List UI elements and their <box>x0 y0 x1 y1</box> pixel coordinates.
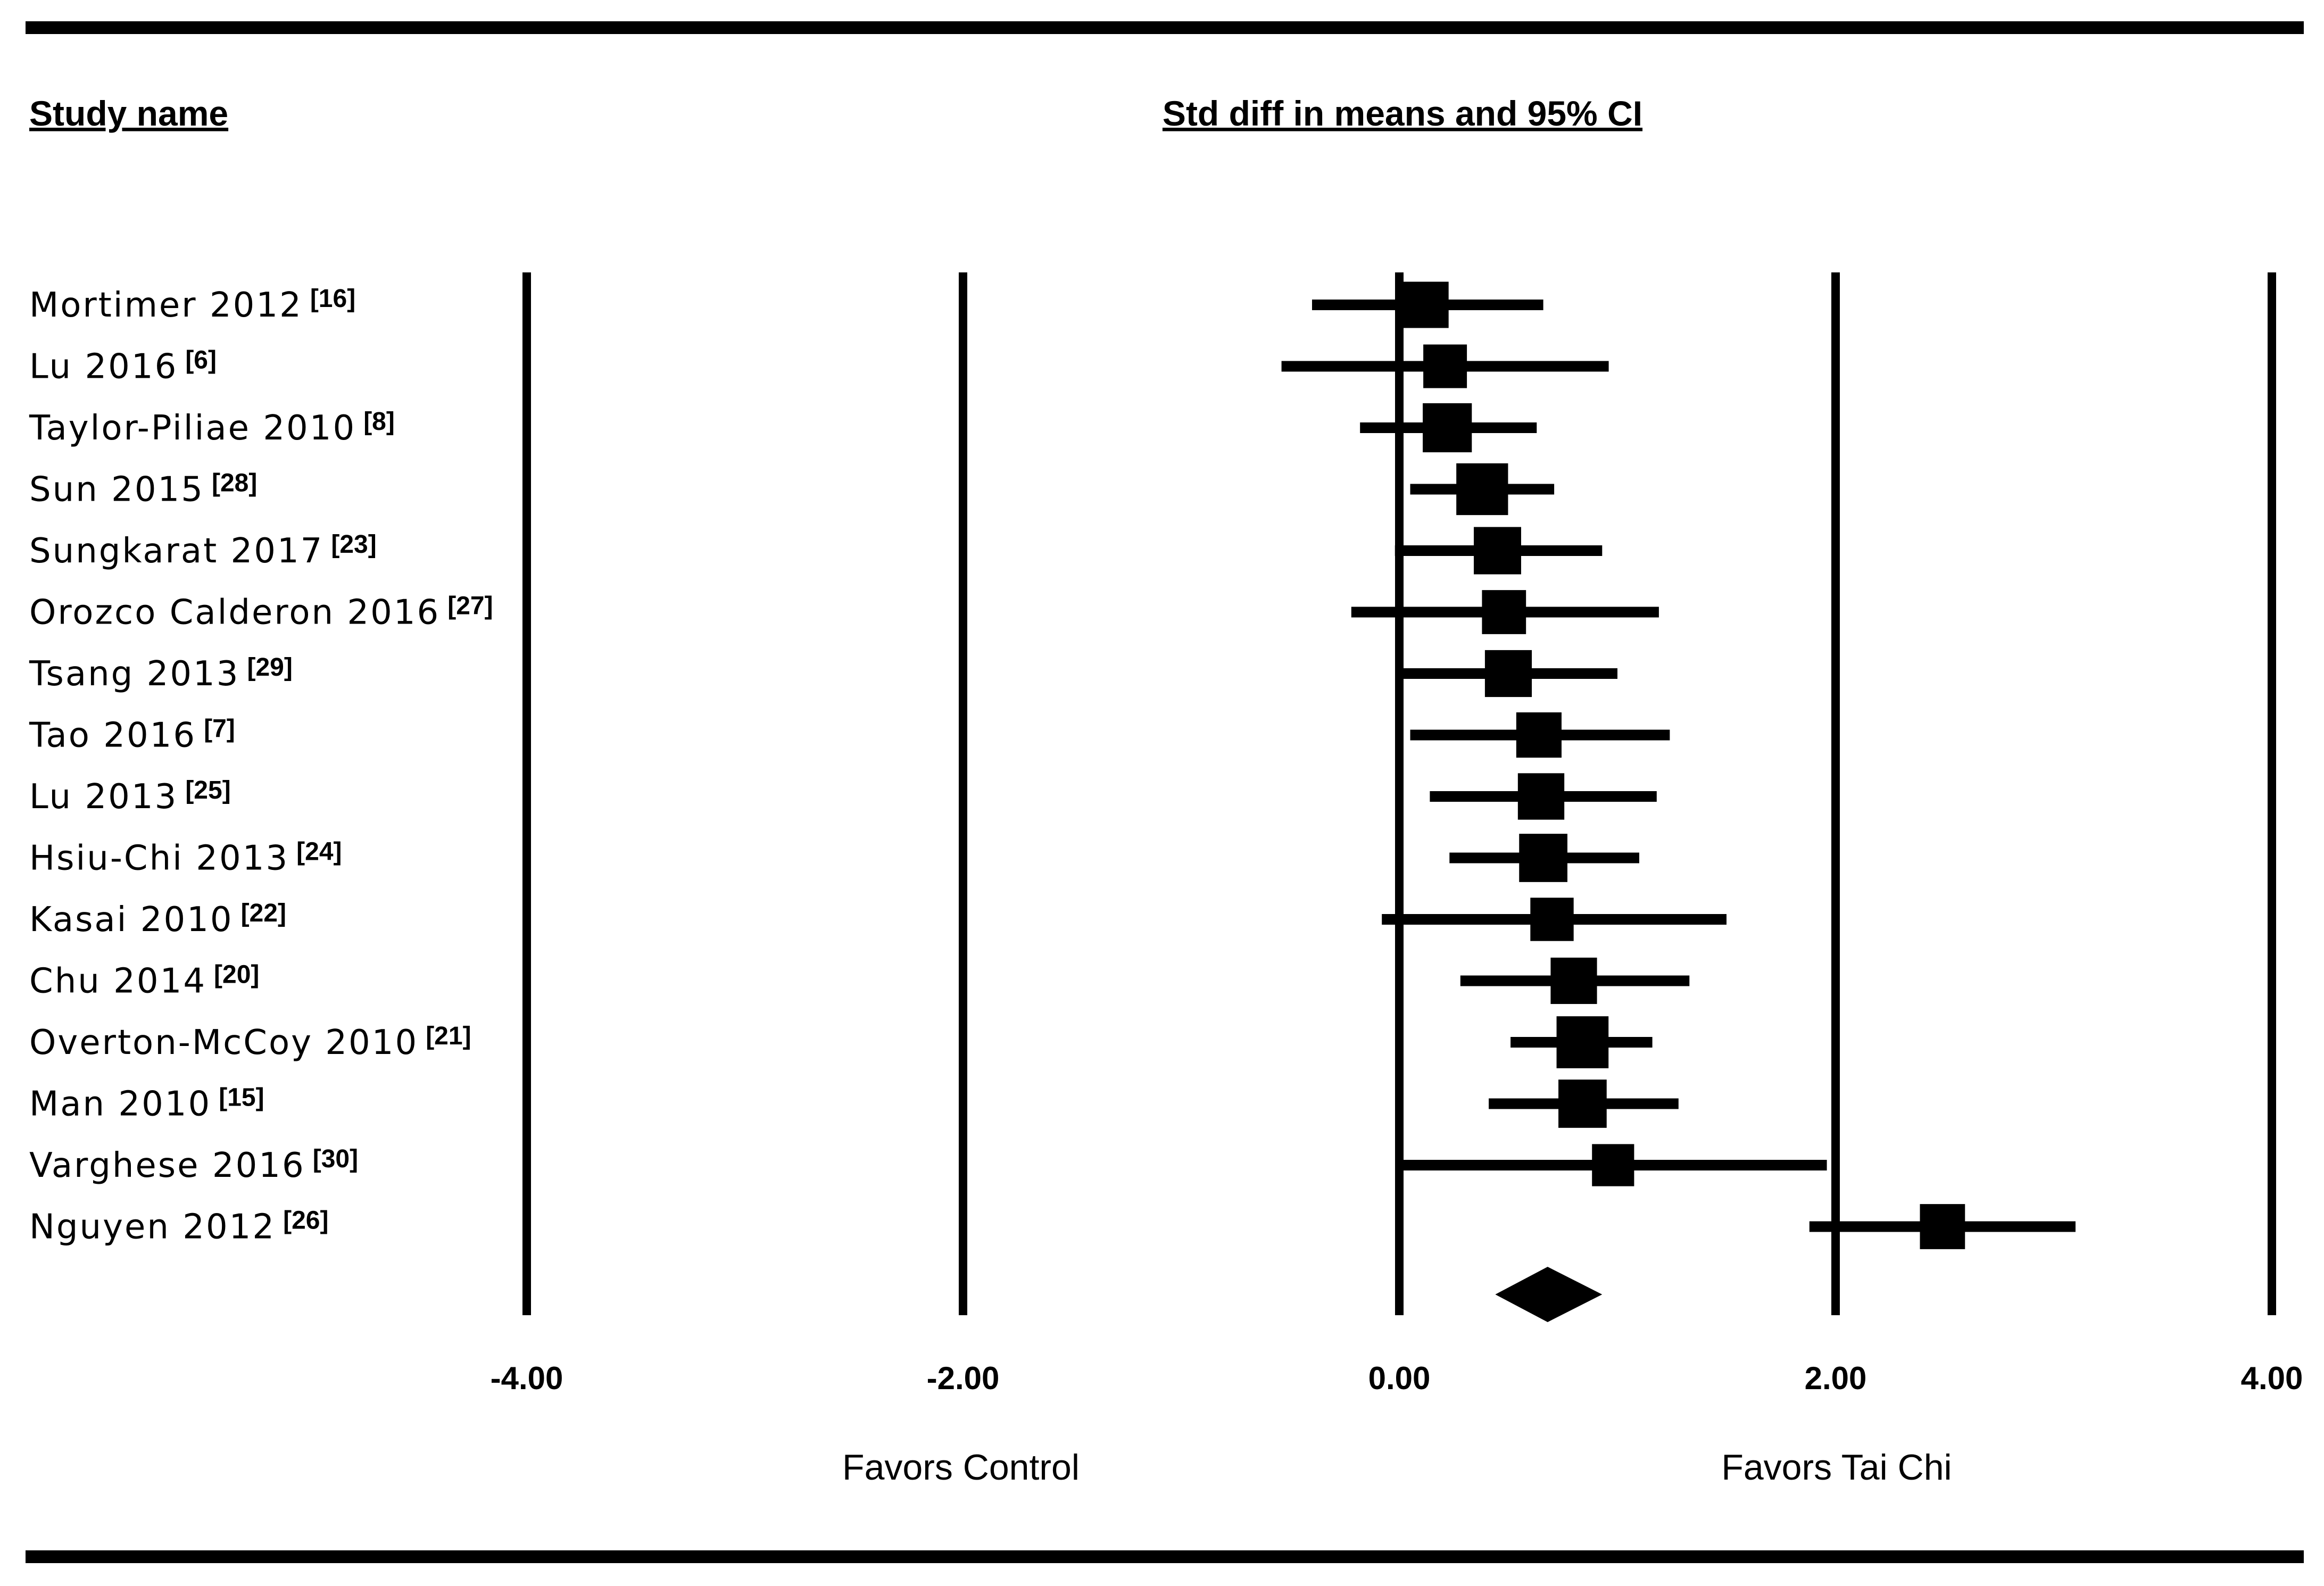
point-estimate <box>1556 1016 1609 1068</box>
study-row: Tao 2016 [7] <box>29 712 1670 758</box>
point-estimate <box>1920 1204 1965 1249</box>
point-estimate <box>1456 463 1508 516</box>
study-reference: [21] <box>426 1022 471 1050</box>
study-label: Man 2010 <box>29 1085 211 1124</box>
reference-line <box>1395 272 1404 1315</box>
study-reference: [24] <box>296 838 342 866</box>
study-row: Sungkarat 2017 [23] <box>29 527 1603 575</box>
study-reference: [6] <box>185 346 217 375</box>
favors-tai-chi-label: Favors Tai Chi <box>1721 1447 1952 1488</box>
study-row: Varghese 2016 [30] <box>29 1144 1827 1186</box>
study-label: Overton-McCoy 2010 <box>29 1023 418 1062</box>
study-row: Orozco Calderon 2016 [27] <box>29 590 1659 634</box>
study-name-header: Study name <box>29 94 228 133</box>
point-estimate <box>1530 898 1574 941</box>
study-row: Lu 2016 [6] <box>29 344 1609 388</box>
study-row: Nguyen 2012 [26] <box>29 1204 2076 1249</box>
study-label: Tsang 2013 <box>29 654 239 694</box>
study-label: Hsiu-Chi 2013 <box>29 839 289 878</box>
study-label: Orozco Calderon 2016 <box>29 593 440 633</box>
effect-size-header: Std diff in means and 95% CI <box>1163 94 1642 133</box>
reference-lines <box>522 272 2276 1315</box>
study-reference: [23] <box>331 530 376 559</box>
point-estimate <box>1484 650 1532 697</box>
point-estimate <box>1550 957 1597 1004</box>
x-tick-label: 2.00 <box>1805 1360 1867 1396</box>
study-row: Chu 2014 [20] <box>29 957 1690 1004</box>
study-label: Varghese 2016 <box>29 1146 305 1185</box>
study-reference: [25] <box>185 776 230 804</box>
study-row: Hsiu-Chi 2013 [24] <box>29 834 1639 882</box>
study-label: Tao 2016 <box>29 716 196 755</box>
study-row: Tsang 2013 [29] <box>29 650 1617 697</box>
point-estimate <box>1482 590 1526 634</box>
point-estimate <box>1519 834 1567 882</box>
study-row: Man 2010 [15] <box>29 1080 1679 1128</box>
x-tick-label: 0.00 <box>1368 1360 1431 1396</box>
study-label: Nguyen 2012 <box>29 1208 276 1247</box>
study-reference: [7] <box>204 715 235 743</box>
study-row: Mortimer 2012 [16] <box>29 281 1543 328</box>
summary-effect <box>1495 1267 1603 1322</box>
study-row: Lu 2013 [25] <box>29 773 1657 820</box>
study-label: Kasai 2010 <box>29 900 234 940</box>
study-label: Mortimer 2012 <box>29 286 303 325</box>
point-estimate <box>1516 712 1562 758</box>
point-estimate <box>1402 281 1449 328</box>
point-estimate <box>1517 773 1565 820</box>
point-estimate <box>1423 403 1472 453</box>
reference-line <box>2268 272 2276 1315</box>
reference-line <box>522 272 531 1315</box>
point-estimate <box>1423 344 1467 388</box>
study-reference: [30] <box>313 1145 358 1173</box>
point-estimate <box>1592 1144 1634 1186</box>
point-estimate <box>1474 527 1521 575</box>
study-row: Overton-McCoy 2010 [21] <box>29 1016 1653 1068</box>
study-reference: [28] <box>212 469 257 497</box>
study-reference: [8] <box>363 408 395 436</box>
study-label: Sungkarat 2017 <box>29 532 323 571</box>
x-tick-label: -4.00 <box>491 1360 563 1396</box>
study-label: Lu 2013 <box>29 777 178 817</box>
study-reference: [15] <box>219 1084 264 1112</box>
study-label: Lu 2016 <box>29 347 178 387</box>
favors-control-label: Favors Control <box>842 1447 1080 1488</box>
study-reference: [22] <box>241 899 286 927</box>
study-label: Chu 2014 <box>29 962 206 1001</box>
study-reference: [20] <box>214 961 259 989</box>
study-label: Sun 2015 <box>29 470 204 510</box>
reference-line <box>1831 272 1840 1315</box>
x-tick-label: -2.00 <box>927 1360 1000 1396</box>
x-axis-tick-labels: -4.00 -2.00 0.00 2.00 4.00 <box>491 1360 2303 1396</box>
study-reference: [27] <box>447 592 493 620</box>
study-row: Sun 2015 [28] <box>29 463 1555 516</box>
summary-diamond <box>1495 1267 1603 1322</box>
bottom-rule <box>26 1550 2304 1563</box>
study-reference: [16] <box>310 285 355 313</box>
reference-line <box>959 272 967 1315</box>
study-reference: [26] <box>283 1207 328 1235</box>
study-row: Kasai 2010 [22] <box>29 898 1727 941</box>
x-tick-label: 4.00 <box>2241 1360 2303 1396</box>
study-reference: [29] <box>247 653 292 682</box>
study-rows: Mortimer 2012 [16] Lu 2016 [6] Taylor-Piliae… <box>29 281 2076 1249</box>
study-row: Taylor-Piliae 2010 [8] <box>29 403 1537 453</box>
top-rule <box>26 21 2304 34</box>
point-estimate <box>1558 1080 1607 1128</box>
study-label: Taylor-Piliae 2010 <box>29 409 356 448</box>
